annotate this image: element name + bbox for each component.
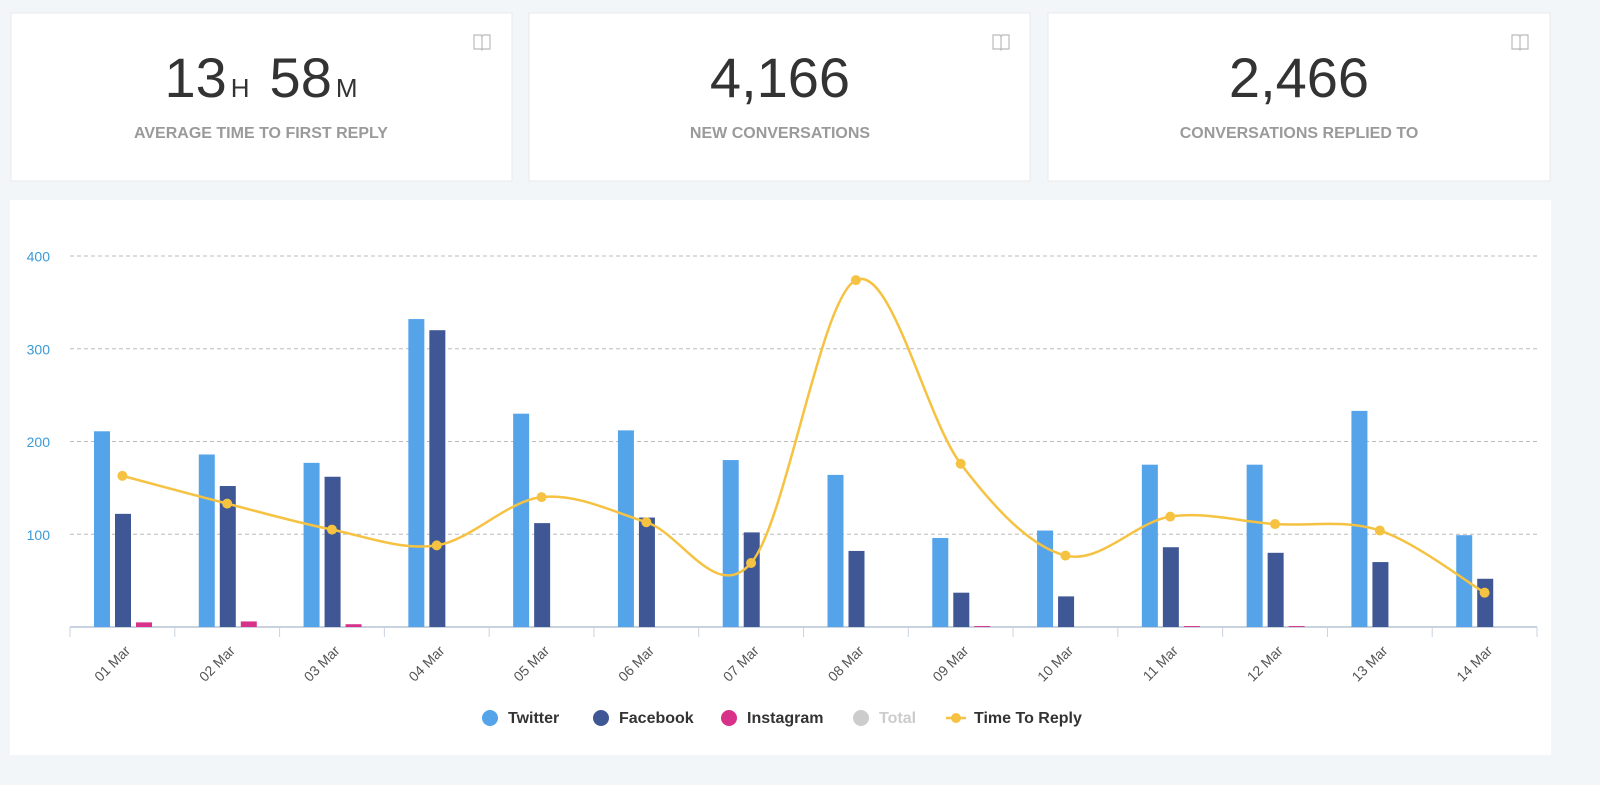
- book-icon[interactable]: [1511, 34, 1529, 51]
- bar: [932, 537, 949, 627]
- line-point: [536, 492, 547, 503]
- line-point: [326, 524, 337, 535]
- card: 13 H 58 M AVERAGE TIME TO FIRST REPLY: [10, 12, 513, 182]
- bar: [198, 454, 215, 627]
- kpi-value: 2,466: [1229, 46, 1369, 109]
- line-point: [746, 558, 757, 569]
- bar: [1267, 552, 1284, 627]
- bar: [638, 517, 655, 627]
- hours-unit: H: [231, 73, 250, 103]
- bar: [1058, 596, 1075, 627]
- legend-symbol: [951, 713, 961, 723]
- bar: [743, 532, 760, 627]
- bar: [94, 431, 110, 627]
- book-icon[interactable]: [992, 34, 1010, 51]
- legend-label: Instagram: [747, 710, 823, 727]
- bar: [848, 550, 865, 627]
- line-point: [1060, 550, 1071, 561]
- line-point: [1374, 525, 1385, 536]
- legend-label: Total: [879, 710, 916, 727]
- y-tick-label: 300: [27, 341, 51, 357]
- kpi-label: NEW CONVERSATIONS: [690, 125, 870, 142]
- bar: [219, 486, 236, 627]
- legend-symbol: [721, 710, 737, 726]
- bar: [136, 622, 152, 627]
- bar: [1456, 535, 1473, 627]
- legend-label: Time To Reply: [974, 710, 1082, 727]
- y-tick-label: 100: [27, 527, 51, 543]
- line-point: [850, 275, 861, 286]
- bar: [345, 624, 362, 627]
- bar: [617, 430, 634, 627]
- card: 4,166 NEW CONVERSATIONS: [528, 12, 1031, 182]
- chart-panel: [10, 200, 1551, 755]
- kpi-label: AVERAGE TIME TO FIRST REPLY: [134, 125, 388, 142]
- legend-symbol: [482, 710, 498, 726]
- bar: [303, 462, 320, 627]
- bar: [240, 621, 257, 627]
- line-point: [641, 517, 652, 528]
- bar: [429, 330, 446, 627]
- bar: [115, 513, 131, 627]
- bar: [1246, 464, 1263, 627]
- line-point: [431, 540, 442, 551]
- bar: [1141, 464, 1158, 627]
- bar: [513, 413, 530, 627]
- y-tick-label: 200: [27, 434, 51, 450]
- bar: [1037, 530, 1054, 627]
- bar: [1288, 626, 1305, 627]
- line: [122, 277, 1486, 594]
- card-bg: [1047, 12, 1551, 182]
- line-point: [117, 470, 128, 481]
- legend-symbol: [593, 710, 609, 726]
- card-bg: [528, 12, 1031, 182]
- card-bg: [10, 12, 513, 182]
- kpi-value: 13 H 58 M: [164, 46, 357, 109]
- bar: [1183, 626, 1200, 627]
- bar: [324, 476, 341, 627]
- legend-item[interactable]: Total: [853, 710, 916, 727]
- book-icon[interactable]: [473, 34, 491, 51]
- bar: [953, 592, 970, 627]
- minutes-unit: M: [336, 73, 358, 103]
- bar: [1477, 578, 1494, 627]
- bar: [534, 523, 551, 627]
- line-point: [222, 498, 233, 509]
- bar: [722, 460, 739, 627]
- bar: [408, 319, 425, 627]
- bar: [1372, 562, 1389, 627]
- legend-item[interactable]: Instagram: [721, 710, 823, 727]
- minutes: 58: [270, 46, 332, 109]
- bar: [1162, 547, 1179, 627]
- legend-item[interactable]: Twitter: [482, 710, 559, 727]
- bar: [974, 626, 991, 627]
- hours: 13: [164, 46, 226, 109]
- legend-label: Facebook: [619, 710, 694, 727]
- kpi-label: CONVERSATIONS REPLIED TO: [1180, 125, 1419, 142]
- legend-label: Twitter: [508, 710, 559, 727]
- line-point: [1479, 587, 1490, 598]
- legend-item[interactable]: Time To Reply: [946, 710, 1082, 727]
- legend-item[interactable]: Facebook: [593, 710, 694, 727]
- y-tick-label: 400: [27, 249, 51, 265]
- line-point: [1270, 519, 1281, 530]
- legend-symbol: [853, 710, 869, 726]
- kpi-value: 4,166: [710, 46, 850, 109]
- card: 2,466 CONVERSATIONS REPLIED TO: [1047, 12, 1551, 182]
- bar: [827, 474, 844, 627]
- bar: [1351, 410, 1368, 627]
- line-point: [1165, 511, 1176, 522]
- line-point: [955, 458, 966, 469]
